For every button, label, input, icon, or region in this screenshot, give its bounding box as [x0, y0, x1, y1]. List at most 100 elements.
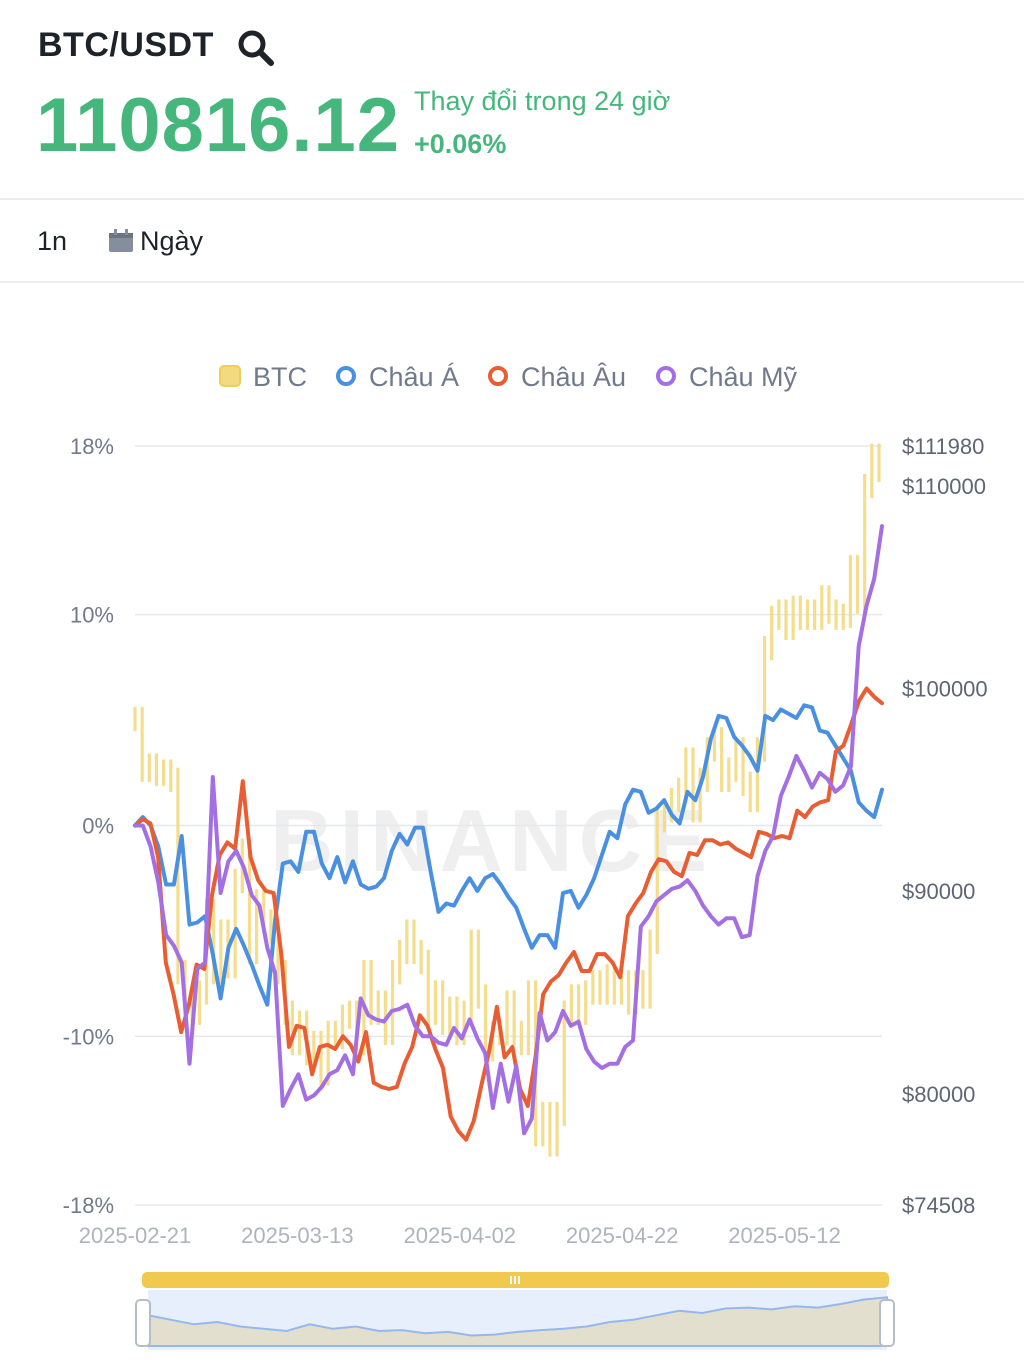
btc-bar [426, 949, 430, 1025]
btc-bar [648, 929, 652, 1009]
btc-bar [741, 737, 745, 797]
y-tick-left: 18% [70, 434, 114, 459]
btc-bar [619, 970, 624, 1005]
btc-bar [140, 706, 144, 782]
y-tick-right: $74508 [902, 1193, 975, 1218]
btc-bar [691, 747, 695, 823]
tab-period[interactable]: 1n [37, 226, 68, 256]
legend-item: Châu Âu [488, 361, 626, 392]
btc-bar [476, 929, 480, 1009]
btc-bar [169, 759, 173, 792]
y-tick-left: 0% [82, 814, 114, 839]
search-icon[interactable] [236, 28, 276, 68]
btc-bar [469, 929, 473, 1025]
btc-bar [290, 1000, 294, 1056]
btc-bar [698, 767, 702, 823]
series-line-america [133, 524, 884, 1136]
btc-bar [412, 919, 416, 965]
btc-bar [805, 599, 810, 630]
btc-bar [591, 970, 595, 1005]
btc-bar [762, 635, 767, 762]
grip-line [514, 1276, 516, 1284]
btc-bar [219, 919, 223, 985]
btc-bar [297, 1010, 302, 1056]
legend-item: BTC [219, 362, 307, 392]
btc-bar [555, 1101, 559, 1157]
calendar-icon [109, 229, 133, 252]
btc-bar [405, 919, 409, 965]
y-tick-right: $100000 [902, 677, 988, 702]
btc-bar [727, 757, 731, 792]
btc-bar [269, 909, 273, 944]
btc-bar [233, 868, 237, 979]
btc-bar [576, 984, 581, 1025]
btc-bar [748, 771, 752, 813]
btc-bar [154, 753, 159, 786]
y-tick-right: $90000 [902, 879, 975, 904]
btc-bar [197, 980, 201, 1025]
btc-bar [562, 1000, 566, 1127]
btc-bar [483, 984, 488, 1062]
btc-bar [612, 964, 616, 1005]
legend-swatch [488, 366, 508, 386]
btc-bar [247, 838, 252, 965]
price-chart[interactable]: BTC Châu Á Châu Âu Châu Mỹ 18% 10% 0% -10% -18% $… [0, 290, 1024, 1350]
btc-bar [326, 1020, 330, 1086]
btc-bar [455, 996, 459, 1046]
change-value: +0.06% [414, 129, 507, 159]
navigator-handle-right[interactable] [879, 1299, 895, 1347]
tabs-divider [0, 281, 1024, 283]
btc-bar [369, 960, 373, 1025]
y-tick-left: -10% [63, 1024, 114, 1049]
y-tick-left: 10% [70, 603, 114, 628]
tab-interval[interactable]: Ngày [108, 226, 203, 257]
btc-bar [798, 595, 802, 630]
tab-interval-label: Ngày [140, 226, 204, 256]
range-navigator [135, 1272, 895, 1350]
y-tick-right: $110000 [902, 474, 986, 499]
legend-item: Châu Mỹ [656, 362, 798, 392]
legend-swatch [336, 366, 356, 386]
legend-label: Châu Á [369, 362, 459, 392]
btc-bar [855, 554, 860, 614]
x-tick: 2025-04-22 [566, 1223, 679, 1248]
btc-bar [519, 1020, 523, 1056]
btc-bar [627, 970, 631, 1015]
navigator-handle-left[interactable] [135, 1299, 151, 1347]
btc-bar [791, 595, 795, 641]
x-tick: 2025-04-02 [404, 1223, 517, 1248]
y-tick-right: $111980 [902, 434, 984, 459]
legend-swatch [219, 365, 241, 387]
btc-bar [419, 939, 423, 975]
btc-bar [870, 443, 874, 499]
btc-bar [162, 759, 166, 786]
navigator-area [147, 1296, 888, 1347]
btc-bar [848, 554, 852, 628]
btc-bar [641, 970, 645, 1009]
btc-bar [390, 960, 395, 1046]
grip-icon [510, 1276, 520, 1284]
btc-bar [312, 1030, 316, 1066]
grip-line [518, 1276, 520, 1284]
btc-bar [147, 753, 151, 782]
btc-bar [176, 767, 180, 985]
btc-bar [820, 585, 824, 630]
btc-bar [720, 727, 724, 792]
legend-swatch [656, 366, 676, 386]
ticker-header: BTC/USDT 110816.12 Thay đổi trong 24 giờ… [0, 0, 1024, 198]
btc-bar [319, 1030, 323, 1086]
btc-bar [433, 980, 438, 1025]
btc-bar [734, 737, 738, 782]
pair-title[interactable]: BTC/USDT [38, 26, 214, 64]
btc-bar [448, 996, 452, 1036]
btc-bar [548, 1101, 552, 1157]
last-price: 110816.12 [36, 83, 401, 168]
btc-bar [333, 1020, 337, 1050]
btc-bar [784, 599, 788, 641]
btc-bar [348, 1000, 352, 1029]
btc-bar [770, 605, 774, 661]
legend-item: Châu Á [336, 362, 459, 392]
y-tick-right: $80000 [902, 1082, 975, 1107]
series-line-asia [133, 703, 884, 1007]
x-tick: 2025-05-12 [728, 1223, 841, 1248]
